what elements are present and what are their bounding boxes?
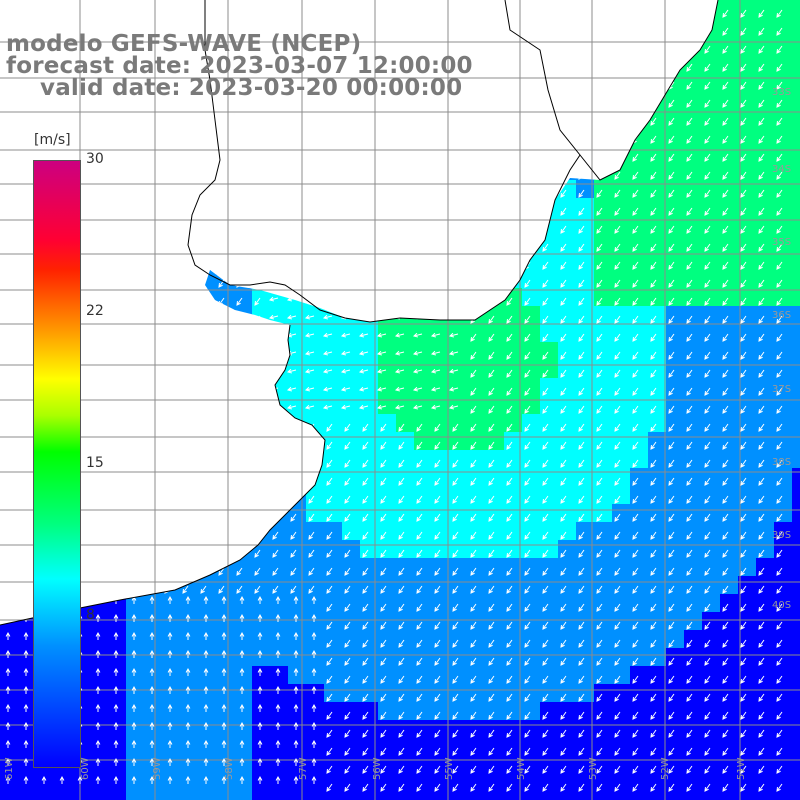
coastline-argentina — [0, 324, 326, 626]
lon-label: 55W — [444, 757, 455, 780]
lat-label: 37S — [772, 384, 791, 395]
lat-label: 39S — [772, 530, 791, 541]
forecast-date: forecast date: 2023-03-07 12:00:00 — [6, 53, 473, 79]
model-title: modelo GEFS-WAVE (NCEP) — [6, 31, 362, 57]
colorbar-tick-8: 8 — [86, 607, 95, 623]
colorbar — [33, 160, 81, 768]
valid-date: valid date: 2023-03-20 00:00:00 — [40, 75, 463, 101]
lat-label: 33S — [772, 87, 791, 98]
lon-label: 59W — [152, 757, 163, 780]
lon-label: 56W — [372, 757, 383, 780]
lon-label: 60W — [80, 757, 91, 780]
colorbar-tick-22: 22 — [86, 303, 104, 319]
coastline-brazil — [579, 0, 719, 181]
lat-label: 38S — [772, 457, 791, 468]
lat-label: 34S — [772, 164, 791, 175]
lat-label: 36S — [772, 310, 791, 321]
colorbar-tick-15: 15 — [86, 455, 104, 471]
lon-label: 54W — [516, 757, 527, 780]
colorbar-unit: [m/s] — [34, 132, 71, 148]
colorbar-tick-30: 30 — [86, 151, 104, 167]
lon-label: 57W — [298, 757, 309, 780]
lat-label: 35S — [772, 237, 791, 248]
lon-label: 58W — [224, 757, 235, 780]
lon-label: 53W — [588, 757, 599, 780]
lon-label: 61W — [4, 757, 15, 780]
lon-label: 51W — [736, 757, 747, 780]
lon-label: 52W — [660, 757, 671, 780]
lat-label: 40S — [772, 600, 791, 611]
coastline — [187, 0, 581, 323]
